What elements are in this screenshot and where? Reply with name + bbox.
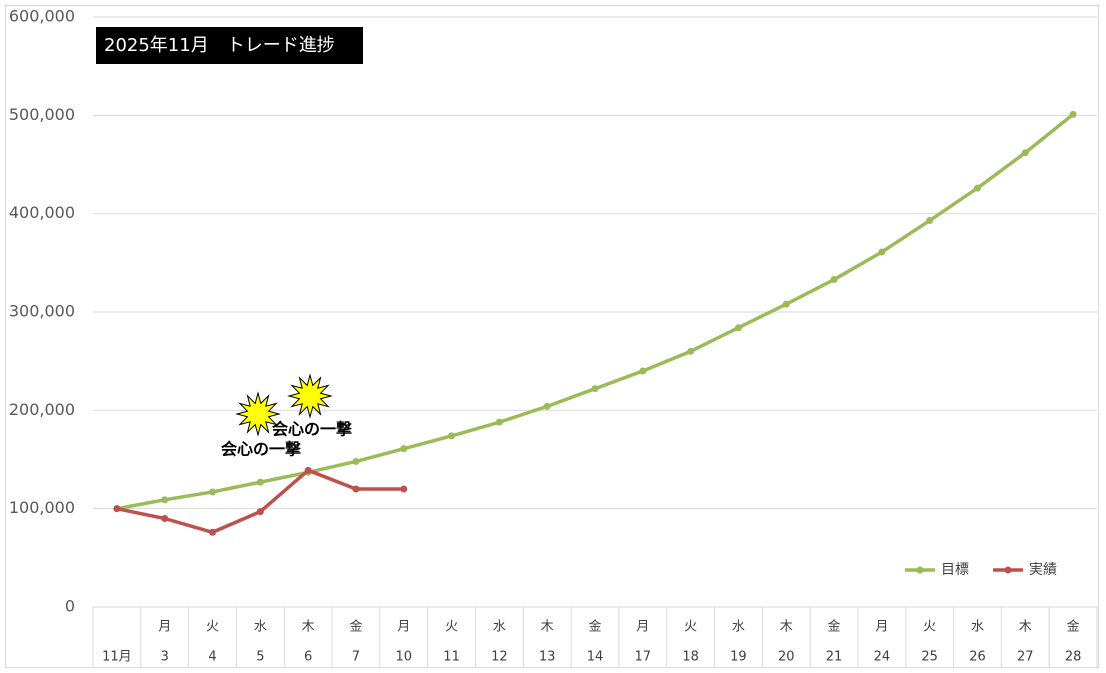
data-point: [113, 505, 121, 513]
x-tick-weekday: 火: [206, 620, 219, 635]
data-point: [161, 515, 169, 522]
x-tick-weekday: 金: [1067, 619, 1080, 635]
x-tick-weekday: 火: [684, 620, 697, 635]
data-point: [352, 457, 360, 465]
y-tick-label: 400,000: [9, 203, 75, 222]
y-tick-label: 300,000: [9, 302, 75, 321]
x-tick-label: 10: [395, 650, 412, 665]
legend-label: 実績: [1029, 562, 1057, 578]
x-tick-weekday: 木: [541, 620, 554, 635]
data-point: [830, 276, 838, 284]
x-tick-label: 14: [587, 650, 604, 665]
y-tick-label: 0: [65, 597, 75, 616]
x-tick-weekday: 木: [780, 620, 793, 635]
x-tick-label: 19: [730, 650, 747, 665]
data-point: [543, 402, 551, 410]
data-point: [734, 324, 742, 332]
x-tick-weekday: 水: [493, 620, 506, 635]
x-tick-label: 25: [921, 650, 938, 665]
data-point: [448, 432, 456, 440]
legend-marker: [916, 566, 924, 574]
x-tick-label: 21: [826, 650, 843, 665]
x-tick-label: 28: [1065, 650, 1082, 665]
chart-frame: [5, 5, 1099, 668]
data-point: [926, 217, 934, 225]
x-tick-weekday: 火: [445, 620, 458, 635]
x-tick-label: 13: [539, 650, 556, 665]
data-point: [209, 528, 217, 536]
x-tick-weekday: 水: [971, 620, 984, 635]
x-tick-weekday: 月: [875, 620, 888, 635]
x-tick-label: 18: [682, 650, 699, 665]
x-tick-label: 11: [443, 650, 460, 665]
x-tick-label: 27: [1017, 650, 1034, 665]
x-tick-weekday: 月: [636, 620, 649, 635]
x-tick-label: 12: [491, 650, 508, 665]
data-point: [973, 184, 981, 192]
x-tick-label: 4: [208, 650, 216, 665]
x-tick-weekday: 火: [923, 620, 936, 635]
x-tick-label: 6: [304, 650, 312, 665]
data-point: [782, 300, 790, 308]
x-tick-weekday: 水: [254, 620, 267, 635]
x-tick-label: 5: [256, 650, 264, 665]
data-point: [878, 248, 886, 256]
data-point: [161, 496, 169, 504]
annotation: 会心の一撃: [272, 420, 352, 439]
x-tick-label: 7: [352, 650, 360, 665]
chart-title: 2025年11月 トレード進捗: [104, 35, 335, 56]
legend-label: 目標: [941, 562, 969, 578]
x-tick-label: 24: [874, 650, 891, 665]
burst-icon: [287, 373, 333, 419]
x-tick-weekday: 月: [158, 620, 171, 635]
data-point: [687, 347, 695, 355]
y-tick-label: 500,000: [9, 105, 75, 124]
data-point: [400, 485, 408, 493]
x-tick-weekday: 木: [1019, 620, 1032, 635]
data-point: [495, 418, 503, 426]
x-tick-weekday: 水: [732, 620, 745, 635]
y-tick-label: 600,000: [9, 7, 75, 26]
y-tick-label: 200,000: [9, 400, 75, 419]
data-point: [352, 485, 360, 493]
data-point: [256, 478, 264, 486]
data-point: [304, 466, 312, 474]
data-point: [1069, 110, 1077, 118]
x-tick-label: 26: [969, 650, 986, 665]
x-tick-label: 3: [161, 650, 169, 665]
annotation: 会心の一撃: [221, 440, 301, 459]
burst-icon: [235, 391, 281, 437]
x-tick-label: 17: [635, 650, 652, 665]
x-tick-weekday: 金: [349, 619, 362, 635]
x-tick-weekday: 木: [302, 620, 315, 635]
x-tick-weekday: 月: [397, 620, 410, 635]
data-point: [209, 488, 217, 496]
data-point: [591, 385, 599, 393]
data-point: [1021, 149, 1029, 157]
data-point: [256, 508, 264, 516]
x-tick-weekday: 金: [828, 619, 841, 635]
x-tick-label: 11月: [102, 650, 132, 665]
data-point: [400, 445, 408, 453]
x-tick-label: 20: [778, 650, 795, 665]
y-tick-label: 100,000: [9, 498, 75, 517]
title-box: [96, 27, 363, 64]
data-point: [639, 367, 647, 375]
x-tick-weekday: 金: [588, 619, 601, 635]
legend-marker: [1004, 566, 1012, 574]
